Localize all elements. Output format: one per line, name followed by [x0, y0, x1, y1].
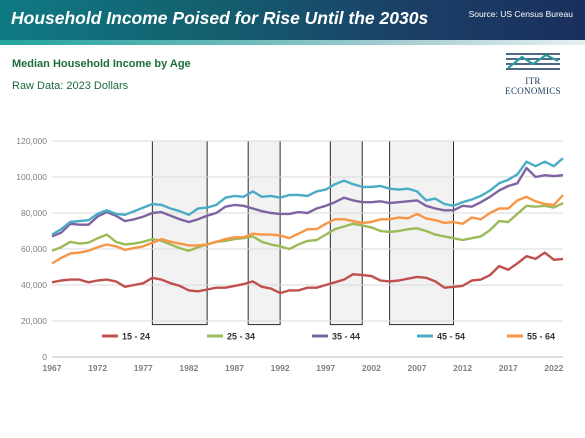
- y-tick-label: 20,000: [21, 316, 47, 326]
- y-tick-label: 100,000: [16, 172, 47, 182]
- shaded-period-3: [329, 140, 363, 326]
- shaded-period-1: [151, 140, 208, 326]
- y-tick-label: 60,000: [21, 244, 47, 254]
- legend-label: 55 - 64: [527, 332, 555, 342]
- x-tick-label: 1982: [179, 363, 198, 373]
- y-tick-label: 0: [42, 352, 47, 362]
- x-tick-label: 2002: [362, 363, 381, 373]
- x-tick-label: 2007: [408, 363, 427, 373]
- x-tick-label: 1987: [225, 363, 244, 373]
- header-banner: Household Income Poised for Rise Until t…: [0, 0, 585, 40]
- shaded-period-4: [389, 140, 454, 326]
- series-line-15-24: [51, 251, 564, 295]
- itr-logo: ITR ECONOMICS: [500, 48, 566, 96]
- x-tick-label: 2017: [499, 363, 518, 373]
- page-title: Household Income Poised for Rise Until t…: [11, 8, 429, 28]
- y-tick-label: 80,000: [21, 208, 47, 218]
- source-note: Source: US Census Bureau: [468, 9, 573, 19]
- header-accent-band: [0, 40, 585, 45]
- legend-label: 15 - 24: [122, 332, 150, 342]
- y-tick-label: 40,000: [21, 280, 47, 290]
- x-tick-label: 1997: [316, 363, 335, 373]
- legend-label: 45 - 54: [437, 332, 465, 342]
- itr-logo-icon: [506, 53, 560, 70]
- x-tick-label: 1972: [88, 363, 107, 373]
- legend-label: 25 - 34: [227, 332, 255, 342]
- logo-text: ITR ECONOMICS: [505, 76, 561, 96]
- series-line-25-34: [51, 202, 564, 253]
- x-tick-label: 1992: [271, 363, 290, 373]
- series-line-55-64: [51, 194, 564, 265]
- x-tick-label: 2012: [453, 363, 472, 373]
- series-line-35-44: [51, 166, 564, 238]
- x-tick-label: 1977: [134, 363, 153, 373]
- x-tick-label: 2022: [544, 363, 563, 373]
- raw-data-note: Raw Data: 2023 Dollars: [12, 80, 129, 92]
- y-tick-label: 120,000: [16, 136, 47, 146]
- x-tick-label: 1967: [43, 363, 62, 373]
- chart-subtitle: Median Household Income by Age: [12, 58, 191, 70]
- series-line-45-54: [51, 157, 564, 236]
- legend-label: 35 - 44: [332, 332, 360, 342]
- income-line-chart: 020,00040,00060,00080,000100,000120,000 …: [16, 136, 564, 373]
